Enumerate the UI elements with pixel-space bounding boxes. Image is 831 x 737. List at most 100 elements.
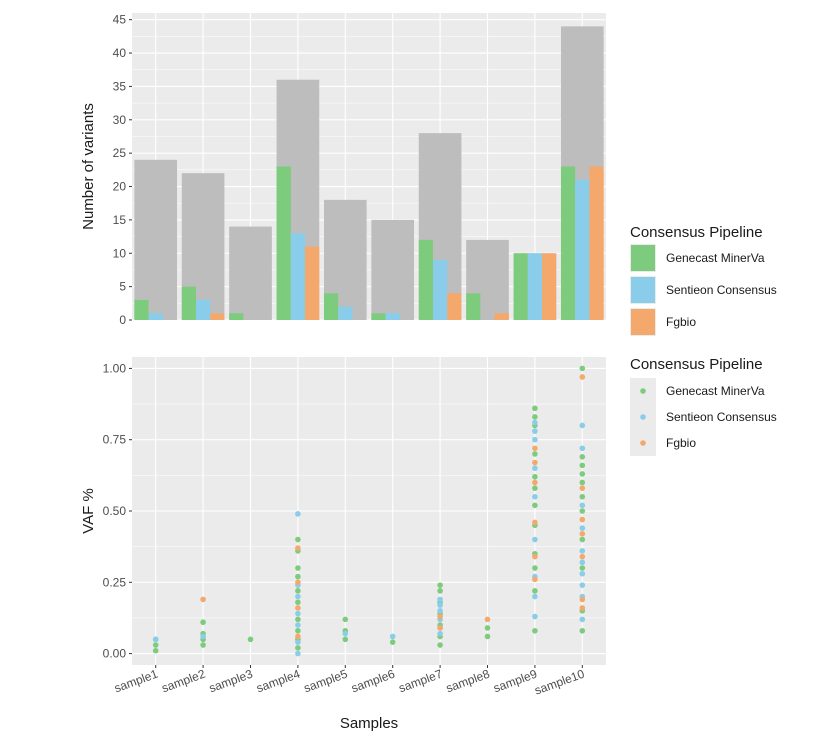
bar-legend-label-fgbio: Fgbio — [666, 315, 696, 329]
bar-legend-label-sentieon-consensus: Sentieon Consensus — [666, 283, 777, 297]
point-fgbio-sample9 — [532, 445, 538, 452]
point-genecast-minerva-sample9 — [532, 565, 538, 571]
point-fgbio-sample10 — [579, 553, 586, 560]
bar-genecast-minerva-sample8 — [466, 293, 481, 320]
scatter-gridlines — [132, 357, 606, 665]
point-sentieon-consensus-sample9 — [532, 613, 538, 620]
scatter-x-axis-label: Samples — [340, 715, 398, 732]
bar-legend-swatch-sentieon-consensus — [631, 277, 655, 303]
point-sentieon-consensus-sample9 — [532, 428, 538, 434]
scatter-y-axis-label: VAF % — [80, 488, 97, 534]
point-genecast-minerva-sample10 — [579, 565, 586, 571]
point-genecast-minerva-sample7 — [437, 588, 443, 594]
scatter-legend-dot-fgbio — [640, 440, 646, 446]
bar-fgbio-sample4 — [305, 246, 320, 320]
point-fgbio-sample8 — [484, 616, 491, 623]
point-sentieon-consensus-sample7 — [437, 596, 443, 603]
scatter-legend-dot-sentieon-consensus — [640, 414, 646, 420]
point-sentieon-consensus-sample9 — [532, 419, 538, 426]
bar-fgbio-sample9 — [542, 253, 557, 320]
point-sentieon-consensus-sample1 — [152, 636, 159, 643]
point-sentieon-consensus-sample9 — [532, 465, 538, 472]
point-sentieon-consensus-sample4 — [295, 511, 301, 517]
point-genecast-minerva-sample4 — [295, 599, 301, 606]
point-genecast-minerva-sample4 — [295, 616, 301, 623]
scatter-legend-label-sentieon-consensus: Sentieon Consensus — [666, 410, 777, 424]
bar-sentieon-consensus-sample2 — [195, 299, 211, 320]
scatter-y-tick-label: 0.50 — [103, 504, 127, 518]
scatter-legend-label-fgbio: Fgbio — [666, 436, 696, 450]
point-genecast-minerva-sample9 — [532, 485, 538, 491]
scatter-y-tick-label: 0.25 — [103, 575, 127, 589]
bar-y-tick-label: 20 — [113, 180, 127, 194]
scatter-legend-label-genecast-minerva: Genecast MinerVa — [666, 384, 765, 398]
point-fgbio-sample10 — [579, 531, 586, 537]
scatter-x-tick-label-sample10: sample10 — [533, 667, 587, 698]
bar-sentieon-consensus-sample10 — [575, 179, 590, 320]
point-genecast-minerva-sample9 — [532, 405, 538, 412]
point-fgbio-sample10 — [579, 596, 586, 603]
point-genecast-minerva-sample2 — [200, 619, 206, 626]
point-genecast-minerva-sample10 — [579, 454, 586, 460]
point-sentieon-consensus-sample10 — [579, 445, 586, 452]
bar-fgbio-sample7 — [447, 293, 462, 320]
scatter-x-tick-label-sample3: sample3 — [207, 667, 255, 696]
scatter-y-tick-label: 0.00 — [103, 647, 127, 661]
point-genecast-minerva-sample5 — [342, 636, 349, 643]
scatter-chart: 0.000.250.500.751.00 sample1 sample2 sampl… — [80, 357, 606, 732]
point-genecast-minerva-sample10 — [579, 536, 586, 543]
bar-genecast-minerva-sample7 — [418, 239, 433, 320]
point-fgbio-sample9 — [532, 553, 538, 560]
bar-total-sample3 — [229, 226, 272, 320]
scatter-y-tick-label: 1.00 — [103, 361, 127, 375]
point-genecast-minerva-sample5 — [342, 616, 349, 623]
point-sentieon-consensus-sample10 — [579, 559, 586, 566]
bar-genecast-minerva-sample2 — [181, 286, 196, 320]
bar-marks — [134, 26, 604, 320]
point-fgbio-sample9 — [532, 479, 538, 486]
point-genecast-minerva-sample10 — [579, 508, 586, 514]
point-genecast-minerva-sample9 — [532, 588, 538, 594]
bar-sentieon-consensus-sample5 — [338, 306, 353, 320]
point-fgbio-sample10 — [579, 605, 586, 611]
point-genecast-minerva-sample2 — [200, 642, 206, 648]
point-fgbio-sample9 — [532, 576, 538, 583]
point-genecast-minerva-sample4 — [295, 588, 301, 594]
point-sentieon-consensus-sample4 — [295, 610, 301, 617]
point-genecast-minerva-sample4 — [295, 645, 301, 651]
scatter-x-tick-label-sample6: sample6 — [349, 667, 397, 696]
point-sentieon-consensus-sample9 — [532, 593, 538, 600]
bar-genecast-minerva-sample10 — [560, 166, 576, 320]
point-sentieon-consensus-sample10 — [579, 570, 586, 577]
point-fgbio-sample9 — [532, 519, 538, 526]
bar-chart: 0 5 10 15 20 25 30 35 40 45 Number of variants — [80, 13, 606, 327]
point-genecast-minerva-sample9 — [532, 451, 538, 457]
point-fgbio-sample9 — [532, 459, 538, 466]
point-sentieon-consensus-sample6 — [389, 633, 396, 640]
scatter-x-tick-label-sample1: sample1 — [112, 667, 160, 696]
bar-sentieon-consensus-sample6 — [385, 313, 400, 320]
point-genecast-minerva-sample4 — [295, 627, 301, 634]
point-fgbio-sample10 — [579, 485, 586, 491]
bar-y-tick-label: 10 — [113, 246, 127, 260]
bar-y-tick-label: 30 — [113, 113, 127, 127]
bar-sentieon-consensus-sample1 — [148, 313, 163, 320]
point-fgbio-sample10 — [579, 374, 586, 380]
point-genecast-minerva-sample7 — [437, 642, 443, 648]
point-fgbio-sample4 — [295, 545, 301, 551]
bar-sentieon-consensus-sample9 — [527, 253, 543, 320]
bar-genecast-minerva-sample9 — [513, 253, 528, 320]
bar-fgbio-sample10 — [589, 166, 604, 320]
point-genecast-minerva-sample8 — [484, 633, 491, 640]
point-genecast-minerva-sample1 — [152, 647, 159, 654]
point-sentieon-consensus-sample10 — [579, 548, 586, 554]
scatter-legend-title: Consensus Pipeline — [630, 356, 763, 373]
point-sentieon-consensus-sample9 — [532, 436, 538, 443]
bar-y-tick-label: 0 — [119, 313, 126, 327]
scatter-x-ticks: sample1 sample2 sample3 sample4 sample5 sampl… — [112, 665, 587, 698]
bar-total-sample1 — [134, 159, 178, 320]
point-genecast-minerva-sample1 — [152, 642, 159, 648]
point-genecast-minerva-sample6 — [389, 639, 396, 645]
bar-fgbio-sample8 — [494, 313, 509, 320]
